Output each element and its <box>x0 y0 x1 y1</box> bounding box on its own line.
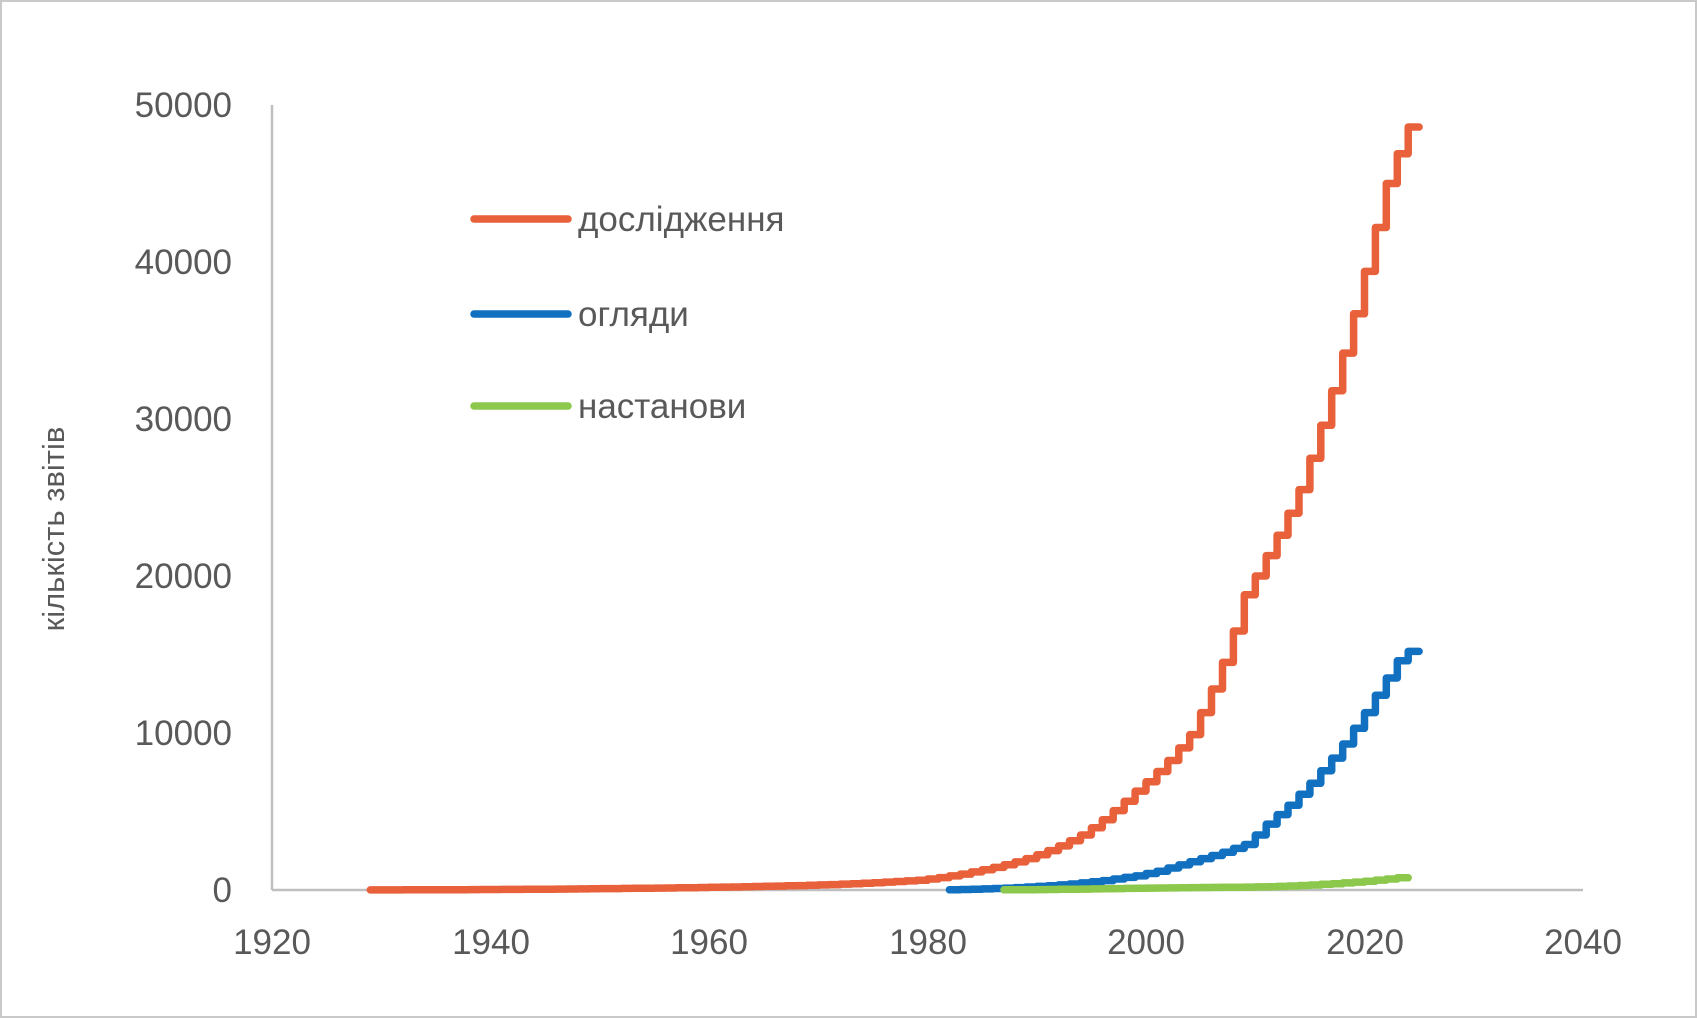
y-tick-label-40000: 40000 <box>135 243 232 282</box>
series-line-дослідження <box>366 123 1423 894</box>
legend: дослідження огляди настанови <box>470 200 785 426</box>
plot-series <box>366 123 1423 894</box>
x-tick-label-2040: 2040 <box>1544 923 1622 962</box>
y-tick-label-50000: 50000 <box>135 86 232 125</box>
x-tick-label-1960: 1960 <box>670 923 748 962</box>
x-tick-label-1940: 1940 <box>452 923 530 962</box>
y-axis-tick-labels: 0 10000 20000 30000 40000 50000 <box>135 86 232 910</box>
x-axis-tick-labels: 1920 1940 1960 1980 2000 2020 2040 <box>233 923 1622 962</box>
series-line-огляди <box>945 647 1423 894</box>
y-tick-label-0: 0 <box>213 871 232 910</box>
x-tick-label-1980: 1980 <box>889 923 967 962</box>
y-tick-label-20000: 20000 <box>135 557 232 596</box>
y-tick-label-30000: 30000 <box>135 400 232 439</box>
legend-label-research: дослідження <box>578 200 785 239</box>
x-tick-label-2020: 2020 <box>1326 923 1404 962</box>
y-axis-title: кількість звітів <box>36 427 71 632</box>
y-tick-label-10000: 10000 <box>135 714 232 753</box>
x-tick-label-2000: 2000 <box>1107 923 1185 962</box>
legend-label-reviews: огляди <box>578 295 689 334</box>
legend-label-guidelines: настанови <box>578 387 746 426</box>
series-line-настанови <box>1000 874 1412 894</box>
x-tick-label-1920: 1920 <box>233 923 311 962</box>
